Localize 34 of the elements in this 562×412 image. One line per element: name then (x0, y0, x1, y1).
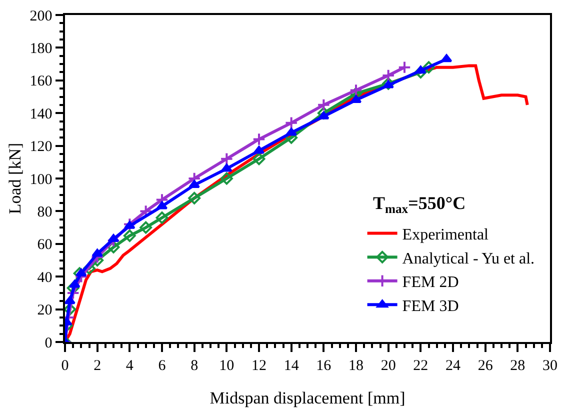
legend-label: FEM 3D (402, 298, 459, 315)
x-tick-label: 20 (380, 358, 396, 374)
x-tick-label: 18 (348, 358, 364, 374)
y-axis-title: Load [kN] (6, 142, 24, 214)
legend-label: Analytical - Yu et al. (402, 250, 535, 268)
legend-label: Experimental (402, 226, 490, 244)
x-tick-label: 10 (219, 358, 234, 374)
x-tick-label: 6 (158, 358, 166, 374)
y-tick-label: 140 (30, 106, 52, 122)
x-tick-label: 12 (252, 358, 266, 374)
y-tick-label: 60 (37, 237, 52, 254)
x-tick-label: 2 (94, 358, 102, 374)
y-tick-label: 20 (37, 302, 52, 319)
x-tick-label: 16 (316, 358, 332, 374)
x-tick-label: 8 (190, 358, 198, 374)
y-tick-label: 100 (30, 172, 52, 188)
x-tick-label: 24 (446, 358, 461, 374)
x-tick-label: 22 (413, 358, 428, 374)
y-tick-label: 40 (37, 270, 52, 286)
x-tick-label: 28 (510, 358, 526, 374)
x-tick-label: 0 (61, 358, 69, 374)
y-tick-label: 80 (37, 204, 52, 220)
legend-label: FEM 2D (402, 274, 459, 292)
y-tick-label: 120 (30, 139, 52, 156)
x-tick-label: 4 (126, 358, 134, 374)
x-tick-label: 14 (284, 358, 300, 374)
annotation: T$_{max}$=550°C (373, 193, 466, 216)
y-tick-label: 180 (30, 40, 52, 57)
x-axis-title: Midspan displacement [mm] (210, 388, 406, 408)
y-tick-label: 0 (44, 335, 52, 352)
x-tick-label: 26 (478, 358, 494, 374)
x-tick-label: 30 (542, 358, 558, 374)
y-tick-label: 200 (30, 8, 52, 24)
y-tick-label: 160 (30, 74, 52, 90)
